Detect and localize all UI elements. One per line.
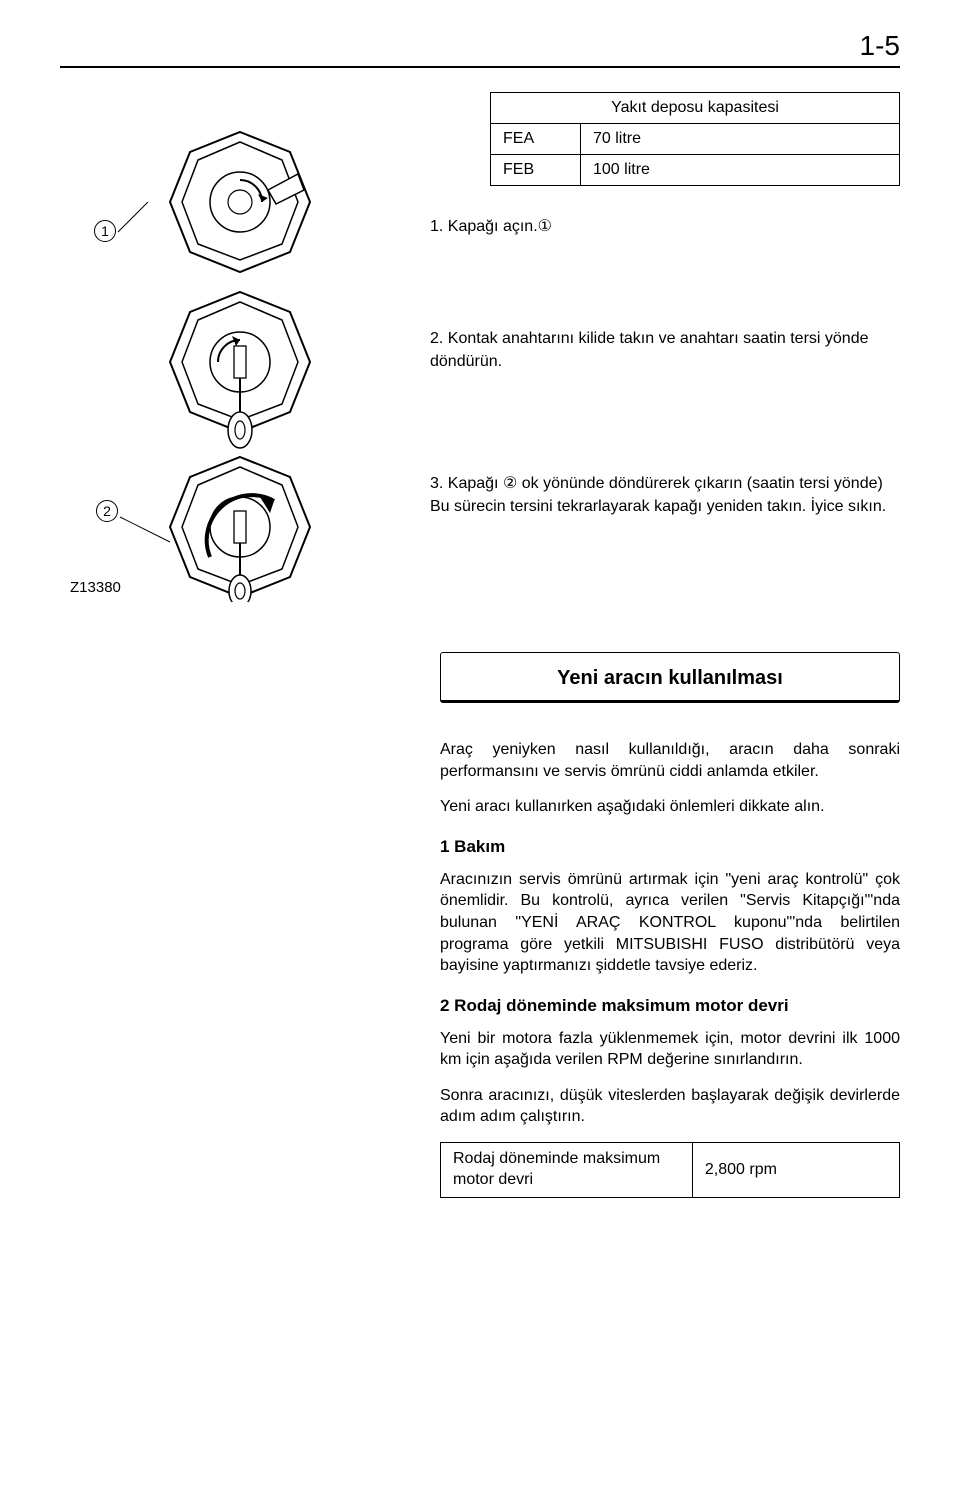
- subsection-1-title: 1 Bakım: [440, 836, 900, 859]
- table-row: FEB 100 litre: [491, 154, 899, 185]
- callout-2: 2: [96, 500, 118, 522]
- step-1: 1. Kapağı açın.①: [430, 216, 900, 238]
- subsection-2-title: 2 Rodaj döneminde maksimum motor devri: [440, 995, 900, 1018]
- body-text: Araç yeniyken nasıl kullanıldığı, aracın…: [440, 739, 900, 1198]
- figure-column: 1 2 Z13380: [60, 92, 400, 602]
- figure-reference: Z13380: [70, 579, 121, 596]
- capacity-value: 100 litre: [581, 155, 899, 185]
- intro-paragraph-2: Yeni aracı kullanırken aşağıdaki önlemle…: [440, 796, 900, 818]
- step-2: 2. Kontak anahtarını kilide takın ve ana…: [430, 328, 900, 373]
- page-header: 1-5: [60, 30, 900, 68]
- rpm-label: Rodaj döneminde maksimum motor devri: [441, 1143, 693, 1197]
- subsection-2-p2: Sonra aracınızı, düşük viteslerden başla…: [440, 1085, 900, 1128]
- page-number: 1-5: [860, 30, 900, 62]
- capacity-model: FEB: [491, 155, 581, 185]
- callout-1: 1: [94, 220, 116, 242]
- step-3: 3. Kapağı ② ok yönünde döndürerek çıkarı…: [430, 473, 900, 518]
- subsection-2-p1: Yeni bir motora fazla yüklenmemek için, …: [440, 1028, 900, 1071]
- section-title: Yeni aracın kullanılması: [440, 652, 900, 703]
- capacity-table-title: Yakıt deposu kapasitesi: [491, 93, 899, 123]
- callout-1-label: 1: [101, 223, 109, 239]
- steps-column: Yakıt deposu kapasitesi FEA 70 litre FEB…: [430, 92, 900, 602]
- capacity-table: Yakıt deposu kapasitesi FEA 70 litre FEB…: [490, 92, 900, 186]
- capacity-value: 70 litre: [581, 124, 899, 154]
- callout-2-label: 2: [103, 503, 111, 519]
- rpm-value: 2,800 rpm: [693, 1143, 899, 1197]
- fuel-cap-diagram: 1 2 Z13380: [60, 102, 400, 602]
- intro-paragraph-1: Araç yeniyken nasıl kullanıldığı, aracın…: [440, 739, 900, 782]
- top-section: 1 2 Z13380 Yakıt deposu kapasitesi FEA 7…: [60, 92, 900, 602]
- fuel-cap-svg: [60, 102, 400, 602]
- table-row: FEA 70 litre: [491, 123, 899, 154]
- capacity-model: FEA: [491, 124, 581, 154]
- subsection-1-body: Aracınızın servis ömrünü artırmak için "…: [440, 869, 900, 977]
- rpm-table: Rodaj döneminde maksimum motor devri 2,8…: [440, 1142, 900, 1198]
